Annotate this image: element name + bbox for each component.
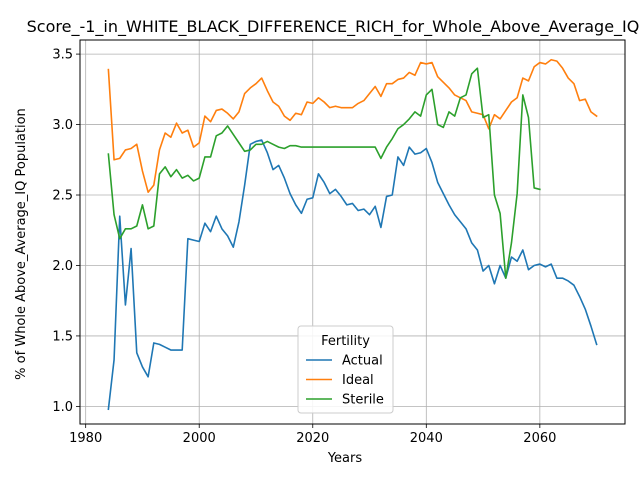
legend-entries: Actual Ideal Sterile bbox=[306, 354, 384, 408]
legend-box bbox=[297, 325, 394, 414]
x-tick-label: 2000 bbox=[183, 431, 216, 446]
y-axis-label: % of Whole Above_Average_IQ Population bbox=[14, 108, 29, 380]
x-tick-label: 2020 bbox=[296, 431, 329, 446]
series-line-ideal bbox=[107, 58, 598, 193]
legend: Fertility Actual Ideal Sterile bbox=[297, 325, 394, 414]
legend-label-sterile: Sterile bbox=[342, 393, 384, 408]
x-axis-label: Years bbox=[327, 451, 363, 466]
y-tick-label: 3.0 bbox=[52, 118, 73, 133]
series-line-actual bbox=[107, 139, 598, 411]
plot-frame bbox=[79, 39, 626, 425]
series-lines bbox=[107, 58, 598, 411]
legend-title: Fertility bbox=[321, 334, 370, 349]
legend-label-ideal: Ideal bbox=[342, 373, 374, 388]
x-tick-label: 2060 bbox=[523, 431, 556, 446]
x-tick-label: 2040 bbox=[410, 431, 443, 446]
chart-title: Score_-1_in_WHITE_BLACK_DIFFERENCE_RICH_… bbox=[27, 17, 640, 37]
axis-ticks: 1980 2000 2020 2040 2060 1.0 1.5 2.0 2.5 3.0 3.5 bbox=[52, 48, 556, 446]
y-tick-label: 2.5 bbox=[52, 189, 73, 204]
y-tick-label: 1.5 bbox=[52, 329, 73, 344]
y-tick-label: 2.0 bbox=[52, 259, 73, 274]
y-tick-label: 1.0 bbox=[52, 400, 73, 415]
legend-label-actual: Actual bbox=[342, 354, 383, 369]
x-tick-label: 1980 bbox=[69, 431, 102, 446]
series-line-sterile bbox=[107, 67, 541, 279]
y-tick-label: 3.5 bbox=[52, 48, 73, 63]
